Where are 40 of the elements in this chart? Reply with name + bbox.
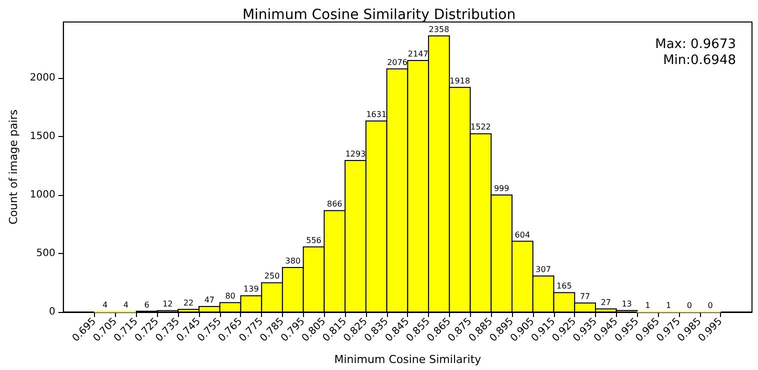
data-label: 4 [102,300,108,310]
data-label: 27 [600,298,612,307]
annotation: Min:0.6948 [663,53,736,68]
data-label: 1293 [345,150,366,159]
data-label: 1522 [470,122,491,132]
data-label: 2147 [408,50,428,59]
data-label: 4 [123,300,128,310]
data-label: 77 [580,292,590,301]
data-label: 556 [306,236,322,245]
data-label: 6 [144,300,150,310]
data-label: 999 [494,184,510,193]
x-axis-title: Minimum Cosine Similarity [334,353,482,366]
data-label: 2076 [387,58,408,67]
y-tick-label: 0 [48,306,56,318]
y-tick-label: 1000 [30,189,56,200]
data-label: 1 [666,300,672,310]
data-label: 165 [556,282,572,291]
data-label: 2358 [428,24,450,34]
data-label: 0 [686,301,692,310]
data-label: 47 [204,295,215,304]
data-label: 1 [645,300,650,310]
annotation: Max: 0.9673 [655,37,736,52]
chart-title: Minimum Cosine Similarity Distribution [242,7,516,23]
y-tick-label: 2000 [30,72,56,84]
data-label: 866 [326,200,342,209]
y-tick-label: 500 [36,248,56,259]
data-label: 307 [536,265,551,274]
data-label: 380 [285,256,301,266]
data-label: 22 [183,298,194,308]
y-tick-label: 1500 [30,130,56,142]
data-label: 1918 [450,76,470,86]
y-axis-title: Count of image pairs [7,109,20,225]
data-label: 12 [162,300,173,309]
data-label: 0 [708,301,713,310]
data-label: 250 [264,272,280,281]
data-label: 80 [225,292,236,301]
data-label: 1631 [366,110,387,119]
data-label: 13 [622,299,632,308]
data-label: 139 [244,284,259,294]
data-label: 604 [514,230,530,240]
